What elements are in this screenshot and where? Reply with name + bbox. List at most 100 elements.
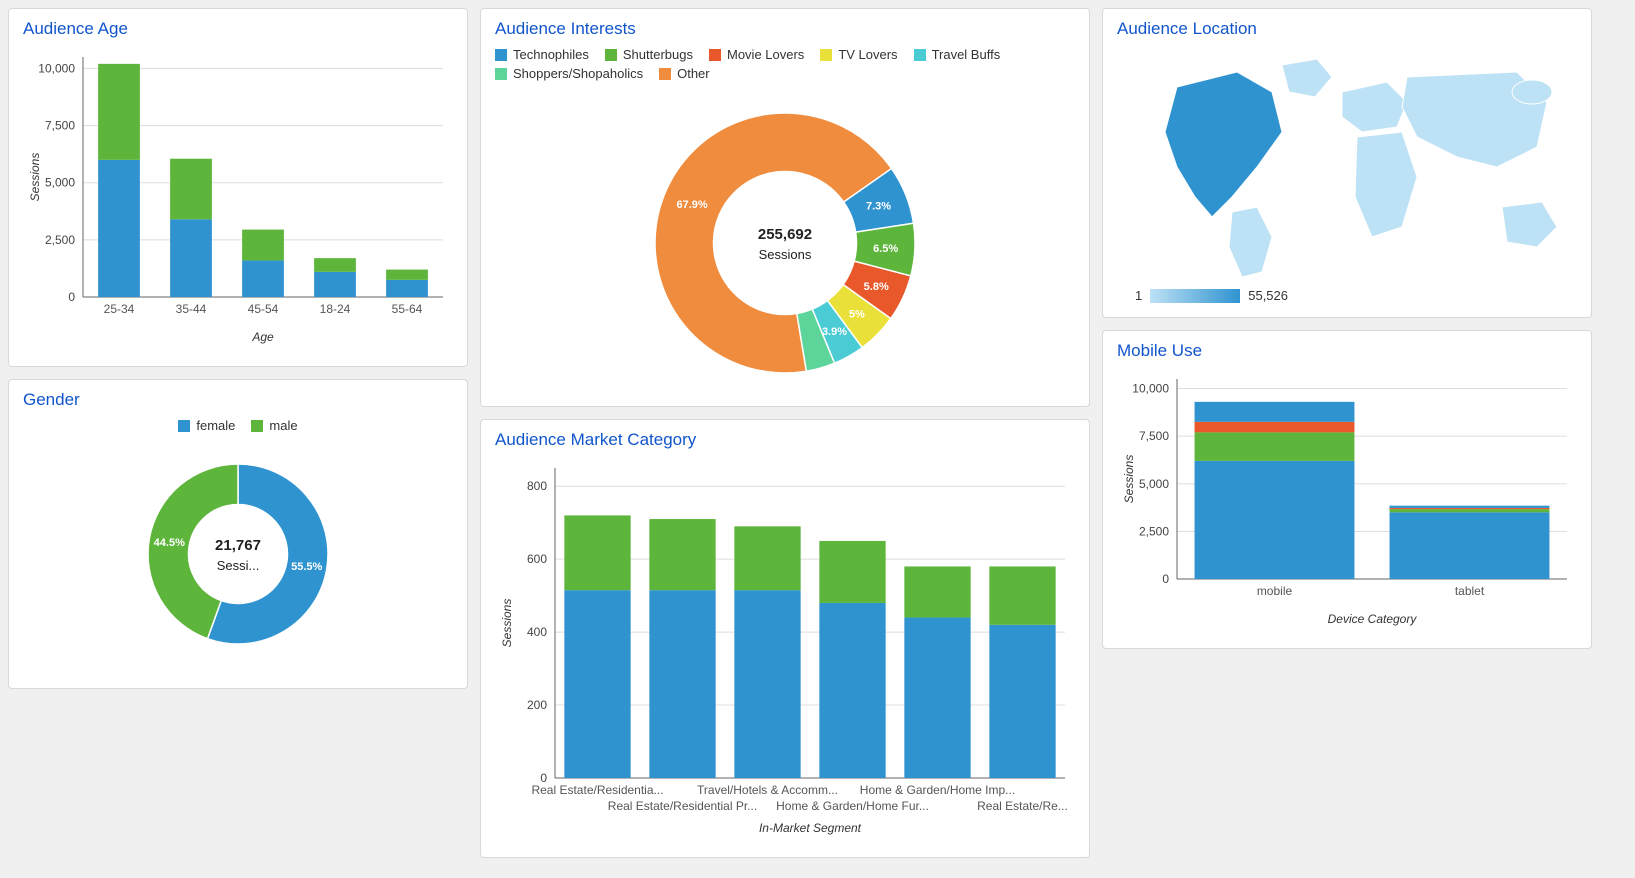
- legend-item: male: [251, 418, 297, 433]
- legend-item: Shutterbugs: [605, 47, 693, 62]
- chart-legend-gender: female male: [23, 418, 453, 433]
- card-title: Audience Interests: [495, 19, 1075, 39]
- svg-text:200: 200: [527, 698, 547, 712]
- svg-text:25-34: 25-34: [104, 302, 135, 316]
- dashboard-col-left: Audience Age 0 2,500 5,000 7,500 10,000 25-34…: [8, 8, 468, 689]
- card-gender: Gender female male 55.5% 44.5% 21,767 Sessi.…: [8, 379, 468, 689]
- svg-text:Sessi...: Sessi...: [217, 558, 260, 573]
- legend-label: Movie Lovers: [727, 47, 804, 62]
- chart-world-map: [1117, 47, 1577, 277]
- legend-swatch: [820, 49, 832, 61]
- svg-text:0: 0: [68, 290, 75, 304]
- legend-swatch: [495, 49, 507, 61]
- svg-text:10,000: 10,000: [1132, 382, 1169, 396]
- svg-text:10,000: 10,000: [38, 61, 75, 75]
- svg-text:Real Estate/Residentia...: Real Estate/Residentia...: [531, 783, 663, 797]
- legend-item: Movie Lovers: [709, 47, 804, 62]
- legend-label: female: [196, 418, 235, 433]
- legend-swatch: [914, 49, 926, 61]
- card-title: Audience Location: [1117, 19, 1577, 39]
- legend-item: Travel Buffs: [914, 47, 1001, 62]
- dashboard-col-right: Audience Location 1 55,526 Mobile Use 0 2…: [1102, 8, 1592, 649]
- card-title: Gender: [23, 390, 453, 410]
- svg-text:2,500: 2,500: [1139, 524, 1169, 538]
- svg-text:Real Estate/Residential Pr...: Real Estate/Residential Pr...: [608, 799, 757, 813]
- map-legend: 1 55,526: [1117, 288, 1577, 303]
- legend-label: Other: [677, 66, 710, 81]
- chart-mobile-use: 0 2,500 5,000 7,500 10,000 mobile tablet Sessio…: [1117, 369, 1577, 629]
- card-title: Audience Age: [23, 19, 453, 39]
- svg-text:44.5%: 44.5%: [154, 537, 185, 549]
- card-title: Audience Market Category: [495, 430, 1075, 450]
- svg-text:7,500: 7,500: [45, 119, 75, 133]
- svg-text:5,000: 5,000: [1139, 477, 1169, 491]
- legend-swatch: [659, 68, 671, 80]
- legend-label: Technophiles: [513, 47, 589, 62]
- svg-text:7,500: 7,500: [1139, 429, 1169, 443]
- svg-text:3.9%: 3.9%: [822, 326, 847, 338]
- svg-text:0: 0: [1162, 572, 1169, 586]
- card-audience-location: Audience Location 1 55,526: [1102, 8, 1592, 318]
- legend-item: Shoppers/Shopaholics: [495, 66, 643, 81]
- legend-item: Other: [659, 66, 710, 81]
- svg-text:21,767: 21,767: [215, 537, 261, 554]
- svg-text:18-24: 18-24: [320, 302, 351, 316]
- dashboard-col-center: Audience Interests Technophiles Shutterbu…: [480, 8, 1090, 858]
- svg-text:5.8%: 5.8%: [864, 281, 889, 293]
- svg-text:55-64: 55-64: [392, 302, 423, 316]
- legend-swatch: [709, 49, 721, 61]
- svg-text:800: 800: [527, 479, 547, 493]
- card-title: Mobile Use: [1117, 341, 1577, 361]
- svg-text:Real Estate/Re...: Real Estate/Re...: [977, 799, 1068, 813]
- chart-audience-market: 0200400600800Real Estate/Residentia...Re…: [495, 458, 1075, 838]
- card-mobile-use: Mobile Use 0 2,500 5,000 7,500 10,000 mobile t…: [1102, 330, 1592, 649]
- svg-text:Age: Age: [251, 330, 274, 344]
- legend-label: Travel Buffs: [932, 47, 1001, 62]
- svg-text:6.5%: 6.5%: [873, 243, 898, 255]
- legend-label: Shutterbugs: [623, 47, 693, 62]
- dashboard-grid: Audience Age 0 2,500 5,000 7,500 10,000 25-34…: [8, 8, 1627, 858]
- svg-text:2,500: 2,500: [45, 233, 75, 247]
- svg-text:tablet: tablet: [1455, 584, 1485, 598]
- legend-swatch: [605, 49, 617, 61]
- card-audience-age: Audience Age 0 2,500 5,000 7,500 10,000 25-34…: [8, 8, 468, 367]
- legend-item: TV Lovers: [820, 47, 897, 62]
- svg-text:67.9%: 67.9%: [677, 199, 708, 211]
- svg-text:7.3%: 7.3%: [866, 200, 891, 212]
- svg-text:Travel/Hotels & Accomm...: Travel/Hotels & Accomm...: [697, 783, 838, 797]
- chart-gender: 55.5% 44.5% 21,767 Sessi...: [23, 439, 453, 669]
- legend-swatch: [178, 420, 190, 432]
- svg-text:600: 600: [527, 552, 547, 566]
- svg-text:Device Category: Device Category: [1328, 612, 1418, 626]
- map-legend-max: 55,526: [1248, 288, 1288, 303]
- chart-audience-interests: 7.3% 6.5% 5.8% 5%3.9% 67.9% 255,692 Sessions: [495, 87, 1075, 387]
- svg-text:In-Market Segment: In-Market Segment: [759, 821, 862, 835]
- card-audience-interests: Audience Interests Technophiles Shutterbu…: [480, 8, 1090, 407]
- svg-text:400: 400: [527, 625, 547, 639]
- svg-text:Sessions: Sessions: [1122, 455, 1136, 504]
- map-legend-gradient: [1150, 289, 1240, 303]
- svg-text:45-54: 45-54: [248, 302, 279, 316]
- legend-label: male: [269, 418, 297, 433]
- svg-text:55.5%: 55.5%: [291, 561, 322, 573]
- svg-text:Sessions: Sessions: [500, 599, 514, 648]
- svg-text:mobile: mobile: [1257, 584, 1293, 598]
- legend-label: Shoppers/Shopaholics: [513, 66, 643, 81]
- legend-swatch: [251, 420, 263, 432]
- legend-label: TV Lovers: [838, 47, 897, 62]
- legend-item: Technophiles: [495, 47, 589, 62]
- svg-text:Sessions: Sessions: [28, 153, 42, 202]
- map-legend-min: 1: [1135, 288, 1142, 303]
- card-audience-market: Audience Market Category 0200400600800Re…: [480, 419, 1090, 858]
- svg-text:Home & Garden/Home Fur...: Home & Garden/Home Fur...: [776, 799, 929, 813]
- chart-audience-age: 0 2,500 5,000 7,500 10,000 25-34 35-44 45-54 18-…: [23, 47, 453, 347]
- svg-text:35-44: 35-44: [176, 302, 207, 316]
- svg-text:Home & Garden/Home Imp...: Home & Garden/Home Imp...: [860, 783, 1015, 797]
- svg-text:255,692: 255,692: [758, 226, 812, 243]
- svg-text:Sessions: Sessions: [759, 247, 812, 262]
- legend-swatch: [495, 68, 507, 80]
- legend-item: female: [178, 418, 235, 433]
- chart-legend-interests: Technophiles Shutterbugs Movie Lovers TV Lo…: [495, 47, 1075, 81]
- svg-text:5%: 5%: [849, 309, 865, 321]
- svg-text:5,000: 5,000: [45, 176, 75, 190]
